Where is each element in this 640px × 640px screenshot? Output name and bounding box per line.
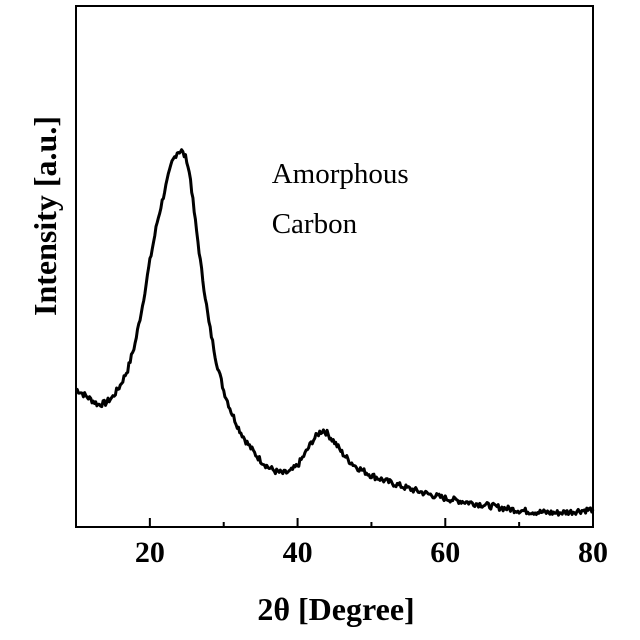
plot-frame xyxy=(76,6,593,527)
plot-group: 20 40 60 80 Amorphous Carbon xyxy=(76,6,608,569)
x-tick-label: 40 xyxy=(283,536,313,569)
x-tick-label: 60 xyxy=(430,536,460,569)
annotation-text: Amorphous xyxy=(272,158,409,190)
y-axis-title: Intensity [a.u.] xyxy=(27,116,63,316)
xrd-series-line xyxy=(76,150,593,516)
x-axis-title: 2θ [Degree] xyxy=(257,591,414,627)
annotation-text: Carbon xyxy=(272,208,358,240)
x-tick-label: 20 xyxy=(135,536,165,569)
x-tick-label: 80 xyxy=(578,536,608,569)
